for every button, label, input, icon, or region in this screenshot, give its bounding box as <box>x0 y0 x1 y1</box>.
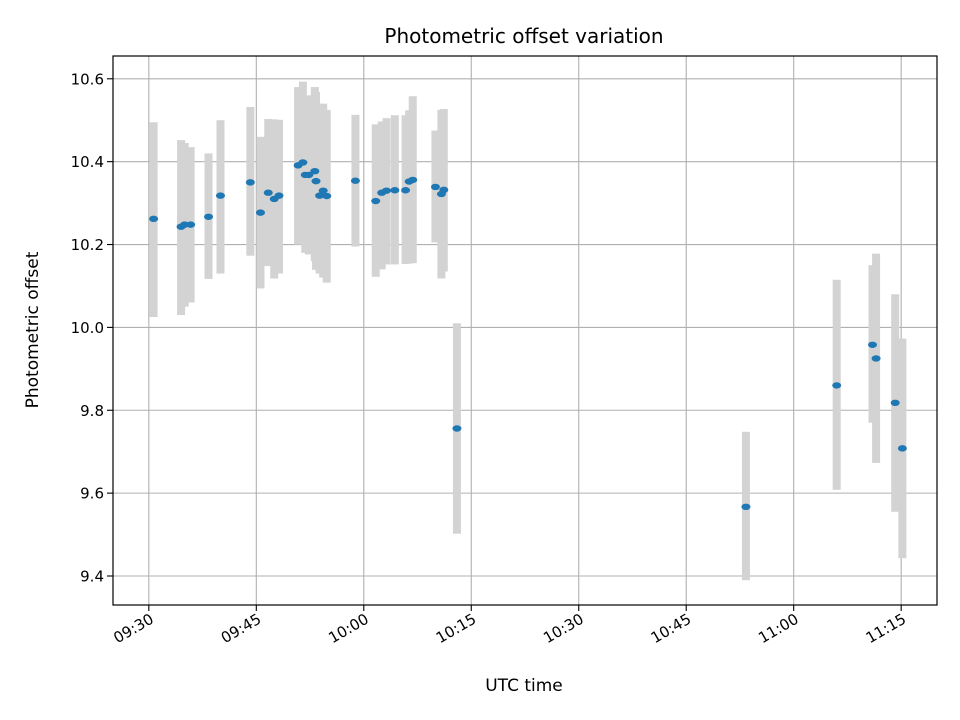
x-axis-label: UTC time <box>485 676 563 696</box>
data-point <box>186 221 196 228</box>
y-tick-label: 10.2 <box>71 236 104 254</box>
plot-frame <box>112 55 938 606</box>
data-point <box>390 187 400 194</box>
data-point <box>452 425 462 432</box>
data-point <box>149 215 159 223</box>
data-point <box>318 187 328 194</box>
data-point <box>871 355 881 362</box>
data-point <box>310 167 320 175</box>
data-point <box>381 187 391 194</box>
data-point <box>408 176 418 184</box>
data-point <box>245 179 255 186</box>
chart-title: Photometric offset variation <box>384 24 663 48</box>
data-point <box>439 186 449 194</box>
data-point <box>315 192 325 199</box>
y-tick-label: 9.8 <box>80 402 104 420</box>
data-point <box>890 399 900 407</box>
data-point <box>311 177 321 185</box>
y-tick-label: 9.4 <box>80 567 104 585</box>
data-point <box>868 341 878 348</box>
y-axis-label: Photometric offset <box>23 251 43 408</box>
data-point <box>204 213 214 220</box>
data-point <box>274 192 284 199</box>
data-point <box>897 445 907 452</box>
y-tick-label: 10.0 <box>71 319 104 337</box>
data-point <box>401 187 411 194</box>
y-tick-label: 9.6 <box>80 485 104 503</box>
data-point <box>741 503 751 511</box>
marker-layer <box>149 159 907 511</box>
data-point <box>298 159 308 166</box>
y-tick-label: 10.6 <box>71 70 104 88</box>
data-point <box>255 209 265 216</box>
data-point <box>430 183 440 191</box>
data-point <box>215 192 225 199</box>
data-point <box>304 171 314 179</box>
y-tick-label: 10.4 <box>71 153 104 171</box>
data-point <box>832 382 842 389</box>
data-point <box>263 189 273 196</box>
data-point <box>371 197 381 205</box>
grid-layer <box>113 56 937 605</box>
data-point <box>322 192 332 200</box>
data-point <box>350 177 360 184</box>
